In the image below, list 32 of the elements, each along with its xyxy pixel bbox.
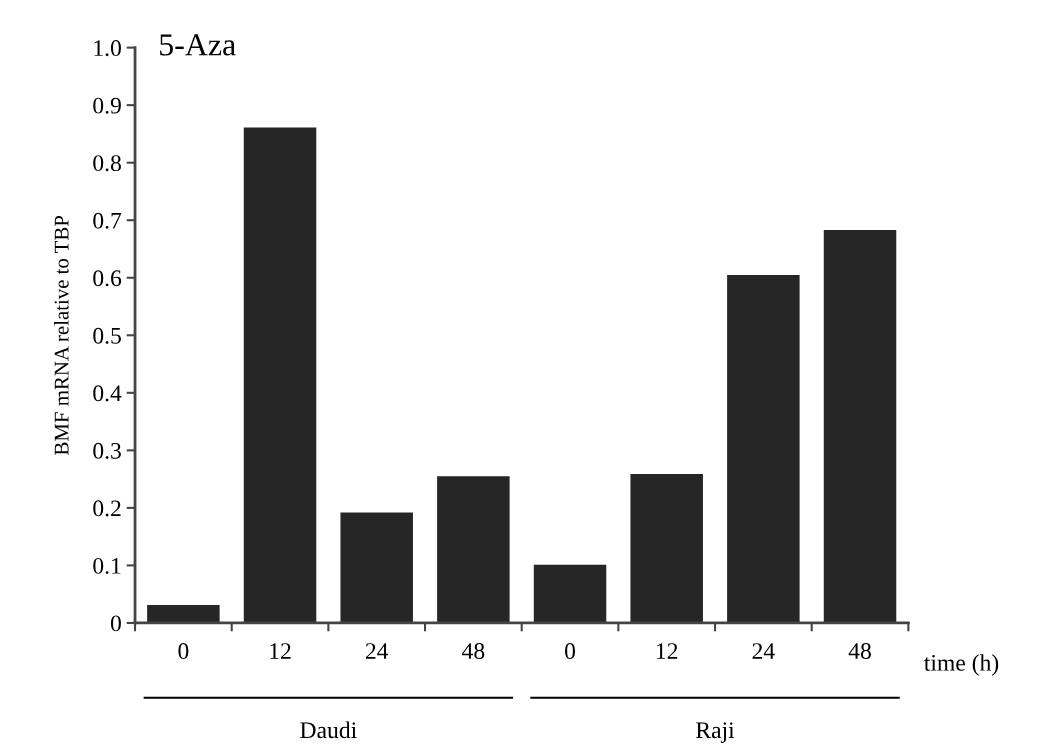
x-tick-label: 24 — [752, 643, 775, 659]
bar — [727, 274, 800, 623]
bar — [823, 230, 897, 623]
y-tick-label: 0.3 — [93, 442, 121, 459]
chart-title: 5-Aza — [160, 34, 236, 56]
text: time (h) — [924, 654, 999, 676]
y-tick-label: 0.6 — [93, 270, 122, 287]
x-tick-label: 0 — [565, 643, 576, 659]
bar — [630, 473, 703, 623]
y-tick-label: 1.0 — [94, 40, 121, 57]
x-tick-label: 0 — [178, 643, 189, 659]
x-tick-label: 12 — [656, 643, 678, 659]
y-tick-label: 0.7 — [93, 212, 122, 229]
x-tick-label: 48 — [848, 643, 871, 659]
bar — [340, 512, 413, 623]
x-tick-label: 48 — [462, 643, 485, 659]
y-tick-label: 0.1 — [93, 557, 121, 574]
y-tick-label: 0.9 — [93, 97, 121, 114]
bar — [437, 476, 510, 623]
x-tick-label: 24 — [365, 643, 389, 659]
text: Raji — [696, 722, 735, 743]
x-tick-label: 12 — [270, 643, 291, 659]
y-tick-label: 0.5 — [93, 327, 121, 344]
y-tick-label: 0.2 — [93, 500, 121, 517]
y-tick-label: 0.4 — [93, 385, 122, 402]
y-axis-title: BMF mRNA relative to TBP — [53, 215, 69, 455]
text: Daudi — [300, 721, 357, 739]
y-tick-label: 0.8 — [93, 155, 121, 172]
bar — [243, 127, 317, 623]
bar — [533, 564, 607, 623]
y-tick-label: 0 — [110, 615, 121, 632]
bar — [147, 605, 220, 623]
